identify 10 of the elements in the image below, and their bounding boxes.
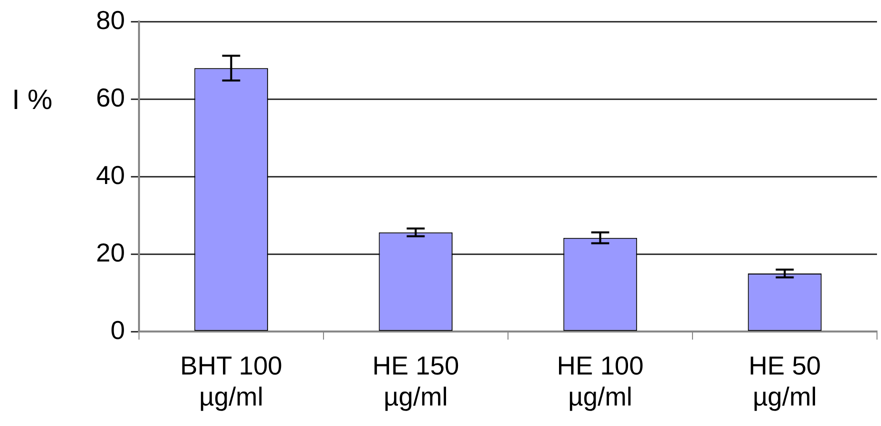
- x-tick-label: HE 100 µg/ml: [556, 350, 644, 412]
- y-tick-label: 80: [96, 4, 125, 35]
- y-tick-label: 0: [110, 314, 125, 345]
- y-tick-label: 20: [96, 237, 125, 268]
- x-tick-label: HE 50 µg/ml: [748, 350, 821, 412]
- x-tick-label: BHT 100 µg/ml: [180, 350, 282, 412]
- y-axis-title: I %: [12, 84, 52, 115]
- y-tick-label: 60: [96, 82, 125, 112]
- y-tick-label: 40: [96, 160, 125, 190]
- x-tick-label: HE 150 µg/ml: [372, 350, 460, 412]
